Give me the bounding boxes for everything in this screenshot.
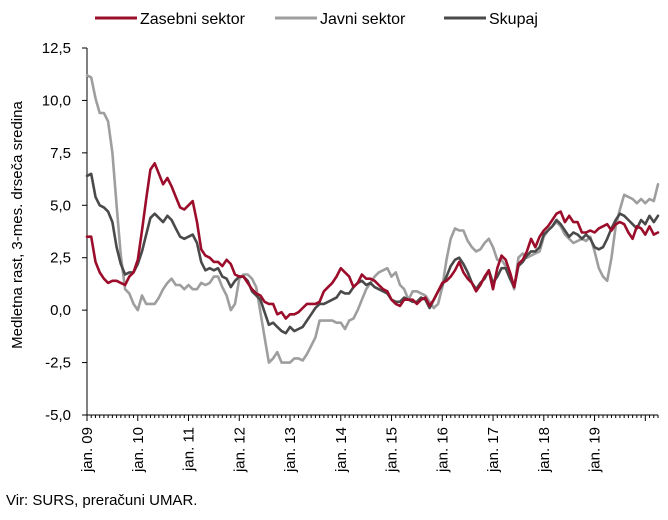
series-line-2 (85, 172, 660, 335)
y-tick-label: 7,5 (50, 145, 71, 162)
y-axis-title: Medletna rast, 3-mes. drseča sredina (9, 101, 26, 349)
x-tick-label: jan. 18 (536, 427, 553, 473)
x-tick-label: jan. 15 (384, 427, 401, 473)
y-tick-label: 0,0 (50, 302, 71, 319)
legend-label-0: Zasebni sektor (140, 11, 246, 28)
y-axis: -5,0 -2,5 0,0 2,5 5,0 7,5 10,0 12,5 (42, 40, 88, 424)
y-tick-label: 12,5 (42, 40, 71, 57)
x-tick-label: jan. 13 (282, 427, 299, 473)
x-tick-label: jan. 14 (333, 427, 350, 473)
series-line-0 (85, 162, 660, 320)
y-tick-label: 10,0 (42, 92, 71, 109)
x-tick-label: jan. 17 (485, 427, 502, 473)
y-tick-label: 5,0 (50, 197, 71, 214)
x-tick-label: jan. 16 (434, 427, 451, 473)
x-tick-label: jan. 11 (181, 427, 198, 472)
series-lines (85, 74, 660, 364)
legend: Zasebni sektor Javni sektor Skupaj (95, 11, 538, 28)
y-tick-label: 2,5 (50, 250, 71, 267)
legend-label-2: Skupaj (489, 11, 538, 28)
x-tick-label: jan. 19 (587, 427, 604, 473)
y-tick-label: -2,5 (45, 355, 71, 372)
y-tick-label: -5,0 (45, 407, 71, 424)
legend-label-1: Javni sektor (320, 11, 406, 28)
source-note: Vir: SURS, preračuni UMAR. (6, 492, 198, 509)
x-tick-label: jan. 09 (79, 427, 96, 473)
x-axis: jan. 09 jan. 10 jan. 11 jan. 12 jan. 13 jan. … (79, 414, 659, 473)
x-tick-label: jan. 12 (231, 427, 248, 473)
x-tick-label: jan. 10 (130, 427, 147, 473)
